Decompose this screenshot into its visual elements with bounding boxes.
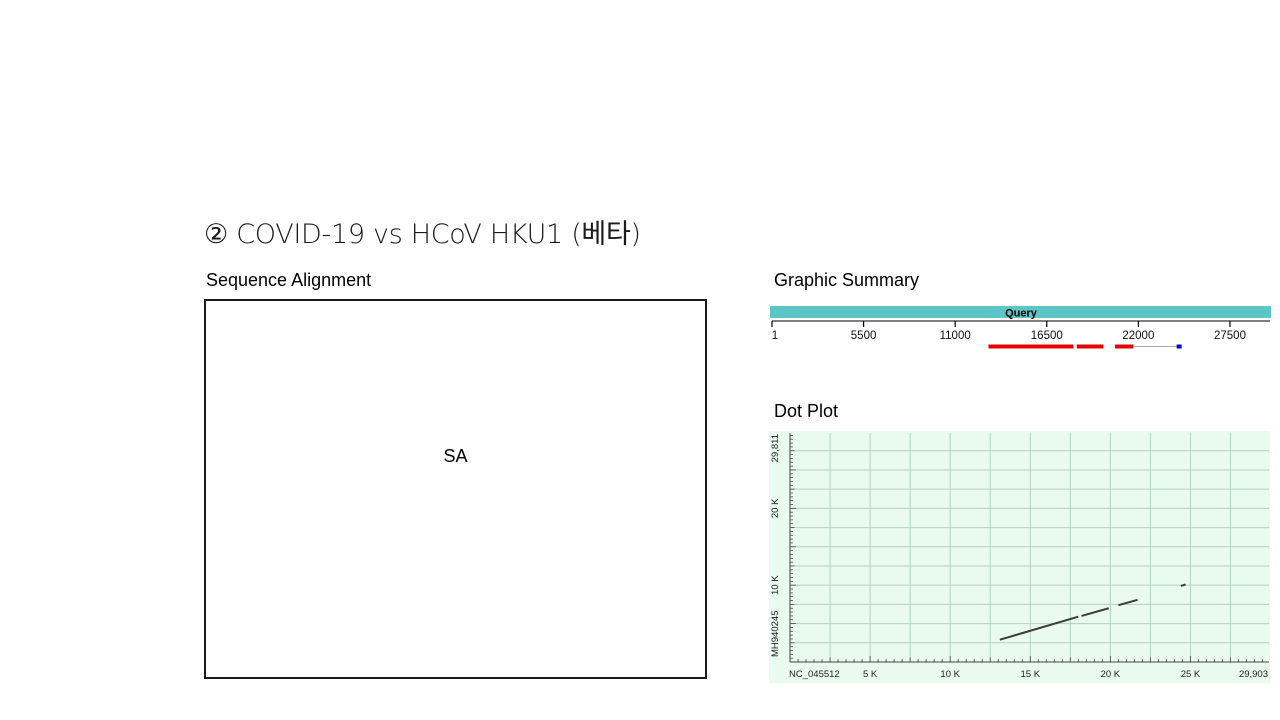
ruler-tick-label: 27500 xyxy=(1214,330,1246,342)
alignment-segment xyxy=(999,615,1079,641)
dot-plot-panel: 5 K 10 K 15 K 20 K 25 K 29,903 10 K 20 K 29,811 … xyxy=(769,431,1270,683)
ruler-tick-label: 22000 xyxy=(1122,330,1154,342)
y-tick-label: 10 K xyxy=(770,575,781,595)
dot-plot-axes: 5 K 10 K 15 K 20 K 25 K 29,903 10 K 20 K 29,811 xyxy=(770,433,1269,680)
hit-segment xyxy=(1076,344,1104,349)
hit-segment xyxy=(1176,344,1182,349)
y-tick-label: 29,811 xyxy=(770,434,781,462)
dot-plot-label: Dot Plot xyxy=(774,401,839,421)
slide-title: ② COVID-19 vs HCoV HKU1 (베타) xyxy=(204,219,641,250)
graphic-summary-panel: Query 1 5500 11000 16500 22000 27500 xyxy=(770,306,1271,354)
x-tick-label: 29,903 xyxy=(1239,669,1268,680)
dot-plot-grid xyxy=(790,433,1269,662)
alignment-segment xyxy=(1180,583,1186,587)
hit-segment xyxy=(1133,346,1177,347)
sequence-alignment-box: SA xyxy=(204,299,707,679)
dot-plot-segments xyxy=(999,583,1186,641)
x-tick-label: 10 K xyxy=(940,669,960,680)
alignment-segment xyxy=(1118,598,1138,607)
ruler-ticks: 1 5500 11000 16500 22000 27500 xyxy=(771,321,1246,342)
y-axis-label: MH940245 xyxy=(770,611,781,657)
graphic-summary-chart: Query 1 5500 11000 16500 22000 27500 xyxy=(770,306,1271,349)
alignment-segment xyxy=(1081,607,1110,617)
hit-segment xyxy=(1115,344,1134,349)
ruler-tick-label: 5500 xyxy=(851,330,877,342)
x-tick-label: 25 K xyxy=(1181,669,1201,680)
sequence-alignment-placeholder: SA xyxy=(443,446,468,466)
dot-plot-background xyxy=(769,431,1270,683)
sequence-alignment-label: Sequence Alignment xyxy=(206,270,372,290)
ruler-tick-label: 16500 xyxy=(1031,330,1063,342)
query-bar xyxy=(770,306,1271,318)
graphic-summary-label: Graphic Summary xyxy=(774,270,920,290)
y-tick-label: 20 K xyxy=(770,498,781,518)
x-tick-label: 15 K xyxy=(1021,669,1041,680)
x-axis-label: NC_045512 xyxy=(789,669,840,680)
query-label: Query xyxy=(1005,308,1038,320)
ruler-tick-label: 1 xyxy=(772,330,778,342)
x-tick-label: 5 K xyxy=(863,669,878,680)
hit-segments xyxy=(988,344,1182,349)
hit-segment xyxy=(988,344,1074,349)
x-tick-label: 20 K xyxy=(1101,669,1121,680)
ruler-tick-label: 11000 xyxy=(940,330,971,342)
